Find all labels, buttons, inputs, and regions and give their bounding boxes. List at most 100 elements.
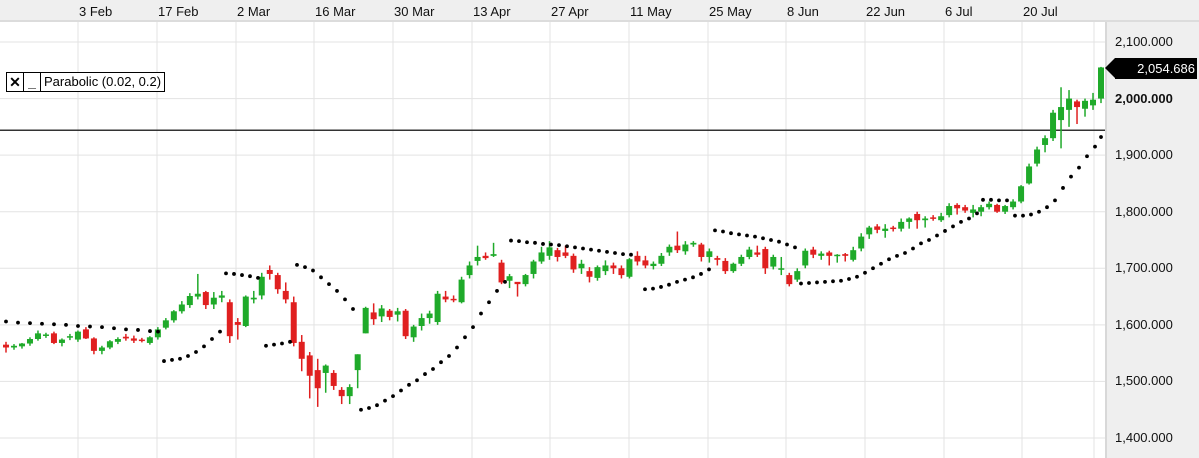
sar-dot [383, 398, 387, 403]
sar-dot [148, 329, 152, 333]
sar-dot [823, 279, 827, 284]
close-icon: ✕ [9, 73, 21, 90]
sar-dot [557, 243, 561, 247]
close-indicator-button[interactable]: ✕ [7, 73, 24, 91]
candle [810, 249, 817, 255]
sar-dot [541, 242, 545, 246]
candle [122, 336, 129, 339]
candle [850, 250, 857, 260]
candle [634, 255, 641, 262]
y-tick-label: 1,400.000 [1115, 430, 1173, 445]
sar-dot [549, 242, 553, 247]
candle [234, 322, 241, 325]
sar-dot [487, 300, 491, 305]
sar-dot [629, 252, 633, 257]
candle [1034, 149, 1041, 164]
sar-dot [391, 394, 395, 399]
candle [362, 307, 369, 334]
x-tick-label: 2 Mar [237, 4, 271, 19]
sar-dot [729, 231, 733, 236]
y-tick-label: 1,900.000 [1115, 147, 1173, 163]
candle [522, 275, 529, 285]
candle [74, 331, 81, 340]
sar-dot [88, 324, 92, 329]
sar-dot [839, 278, 843, 283]
sar-dot [691, 275, 695, 280]
sar-dot [1013, 213, 1017, 218]
candle [10, 345, 17, 348]
candle [890, 227, 897, 230]
candle [586, 271, 593, 277]
sar-dot [807, 281, 811, 285]
sar-dot [272, 342, 276, 347]
sar-dot [40, 321, 44, 326]
candle [482, 255, 489, 259]
sar-dot [707, 267, 711, 272]
sar-dot [343, 297, 347, 302]
candle [330, 372, 337, 386]
candle [826, 252, 833, 256]
sar-dot [335, 289, 339, 293]
x-tick-label: 27 Apr [551, 4, 589, 19]
y-tick-label: 2,000.000 [1115, 90, 1173, 106]
candle [490, 254, 497, 256]
sar-dot [699, 272, 703, 276]
candle [274, 275, 281, 290]
candle [698, 244, 705, 257]
minimize-indicator-button[interactable]: _ [24, 73, 41, 91]
sar-dot [1069, 174, 1073, 179]
candle [794, 271, 801, 280]
sar-dot [1061, 186, 1065, 190]
x-tick-label: 20 Jul [1023, 4, 1058, 19]
sar-dot [186, 354, 190, 358]
sar-dot [311, 268, 315, 273]
sar-dot [76, 324, 80, 328]
candle [970, 209, 977, 213]
candle [290, 302, 297, 343]
sar-dot [4, 319, 8, 324]
y-axis: 2,054.686 2,100.000 2,000.000 1,900.000 1,8… [1105, 22, 1199, 458]
candle [898, 221, 905, 229]
candle [170, 311, 177, 321]
candle [842, 254, 849, 256]
candle [962, 207, 969, 211]
candle [882, 228, 889, 231]
sar-dot [295, 262, 299, 267]
sar-dot [565, 244, 569, 249]
x-tick-label: 16 Mar [315, 4, 356, 19]
candle [954, 204, 961, 209]
candle [650, 263, 657, 267]
sar-dot [761, 236, 765, 241]
sar-dot [769, 238, 773, 242]
candle [346, 387, 353, 397]
sar-dot [439, 360, 443, 365]
sar-dot [1077, 165, 1081, 170]
candle [98, 347, 105, 351]
candle [114, 339, 121, 342]
candle [706, 251, 713, 257]
minimize-icon: _ [28, 74, 36, 90]
candle [1050, 112, 1057, 139]
sar-dot [52, 322, 56, 327]
sar-dot [793, 245, 797, 250]
candle [658, 255, 665, 264]
sar-dot [753, 234, 757, 239]
sar-dot [659, 285, 663, 289]
candle [442, 296, 449, 300]
sar-dot [479, 311, 483, 316]
candle [1010, 201, 1017, 208]
sar-dot [713, 228, 717, 233]
y-tick-label: 1,800.000 [1115, 203, 1173, 219]
sar-dot [447, 354, 451, 358]
candle [210, 297, 217, 305]
candle [906, 218, 913, 222]
y-tick-label: 2,100.000 [1115, 34, 1173, 49]
candle [3, 344, 9, 348]
candle [770, 256, 777, 267]
candle [410, 326, 417, 338]
candle [314, 370, 321, 389]
sar-dot [218, 329, 222, 334]
candle [874, 226, 881, 230]
sar-dot [533, 240, 537, 245]
plot-area[interactable]: ✕ _ Parabolic (0.02, 0.2) [0, 22, 1105, 458]
